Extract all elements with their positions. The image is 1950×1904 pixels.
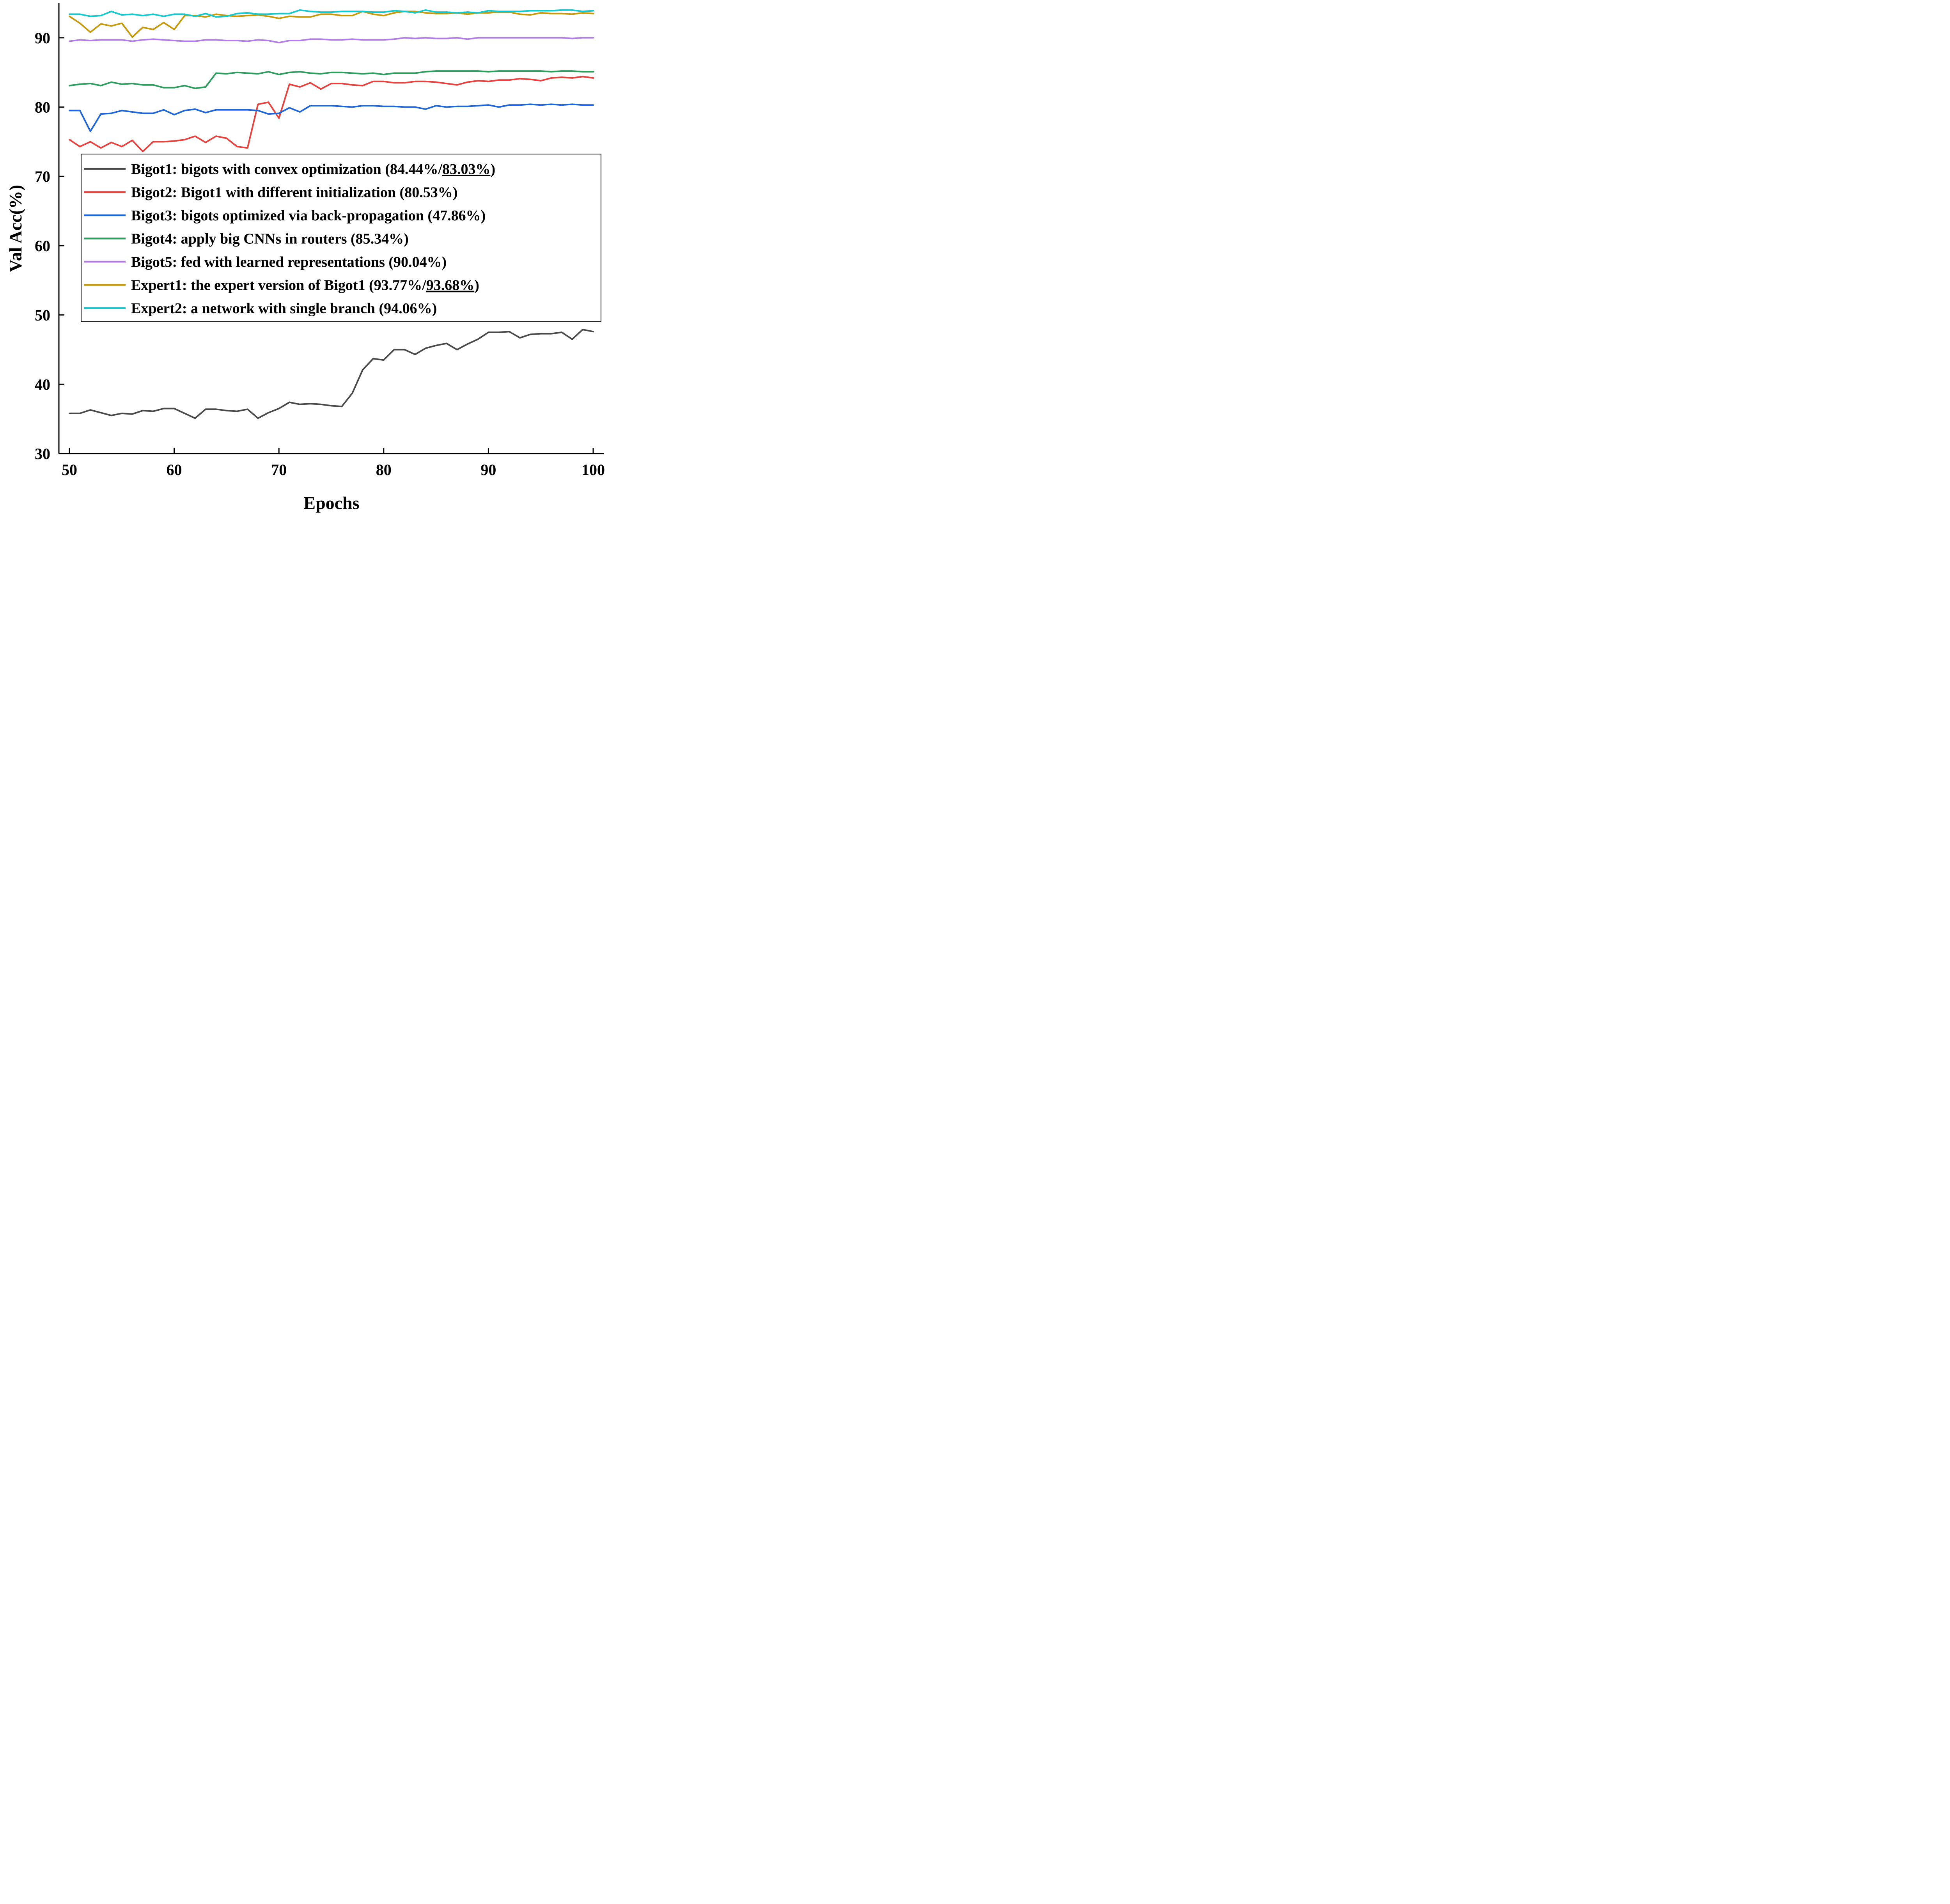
legend-box xyxy=(81,154,601,322)
line-chart: 30 40 50 60 70 80 90 50 60 70 80 90 100 Bigot1: bigo… xyxy=(5,3,605,513)
y-tick-label: 50 xyxy=(35,307,50,324)
x-tick-label: 70 xyxy=(271,461,287,479)
series-line-4 xyxy=(69,70,594,89)
legend-label-6: Expert1: the expert version of Bigot1 (9… xyxy=(131,277,479,294)
legend-label-1: Bigot1: bigots with convex optimization … xyxy=(131,161,495,177)
y-tick-label: 80 xyxy=(35,99,50,116)
series-layer xyxy=(69,9,594,419)
series-line-2 xyxy=(69,76,594,152)
legend-label-3: Bigot3: bigots optimized via back-propag… xyxy=(131,207,486,224)
series-line-3 xyxy=(69,103,594,132)
y-tick-label: 60 xyxy=(35,237,50,255)
legend: Bigot1: bigots with convex optimization … xyxy=(81,154,601,322)
legend-label-5: Bigot5: fed with learned representations… xyxy=(131,254,447,270)
y-tick-label: 70 xyxy=(35,168,50,185)
legend-label-2: Bigot2: Bigot1 with different initializa… xyxy=(131,184,457,201)
x-tick-label: 100 xyxy=(581,461,605,479)
y-tick-label: 90 xyxy=(35,29,50,47)
x-tick-label: 80 xyxy=(376,461,392,479)
legend-label-4: Bigot4: apply big CNNs in routers (85.34… xyxy=(131,231,409,247)
legend-label-7: Expert2: a network with single branch (9… xyxy=(131,300,437,317)
x-axis-title: Epochs xyxy=(303,493,359,513)
series-line-1 xyxy=(69,328,594,419)
x-tick-label: 50 xyxy=(62,461,77,479)
x-tick-label: 60 xyxy=(167,461,182,479)
y-tick-label: 40 xyxy=(35,376,50,393)
series-line-5 xyxy=(69,37,594,44)
series-line-7 xyxy=(69,9,594,18)
y-axis-title: Val Acc(%) xyxy=(5,185,25,272)
x-tick-label: 90 xyxy=(480,461,496,479)
axes: 30 40 50 60 70 80 90 50 60 70 80 90 100 xyxy=(35,3,605,479)
y-tick-label: 30 xyxy=(35,445,50,463)
